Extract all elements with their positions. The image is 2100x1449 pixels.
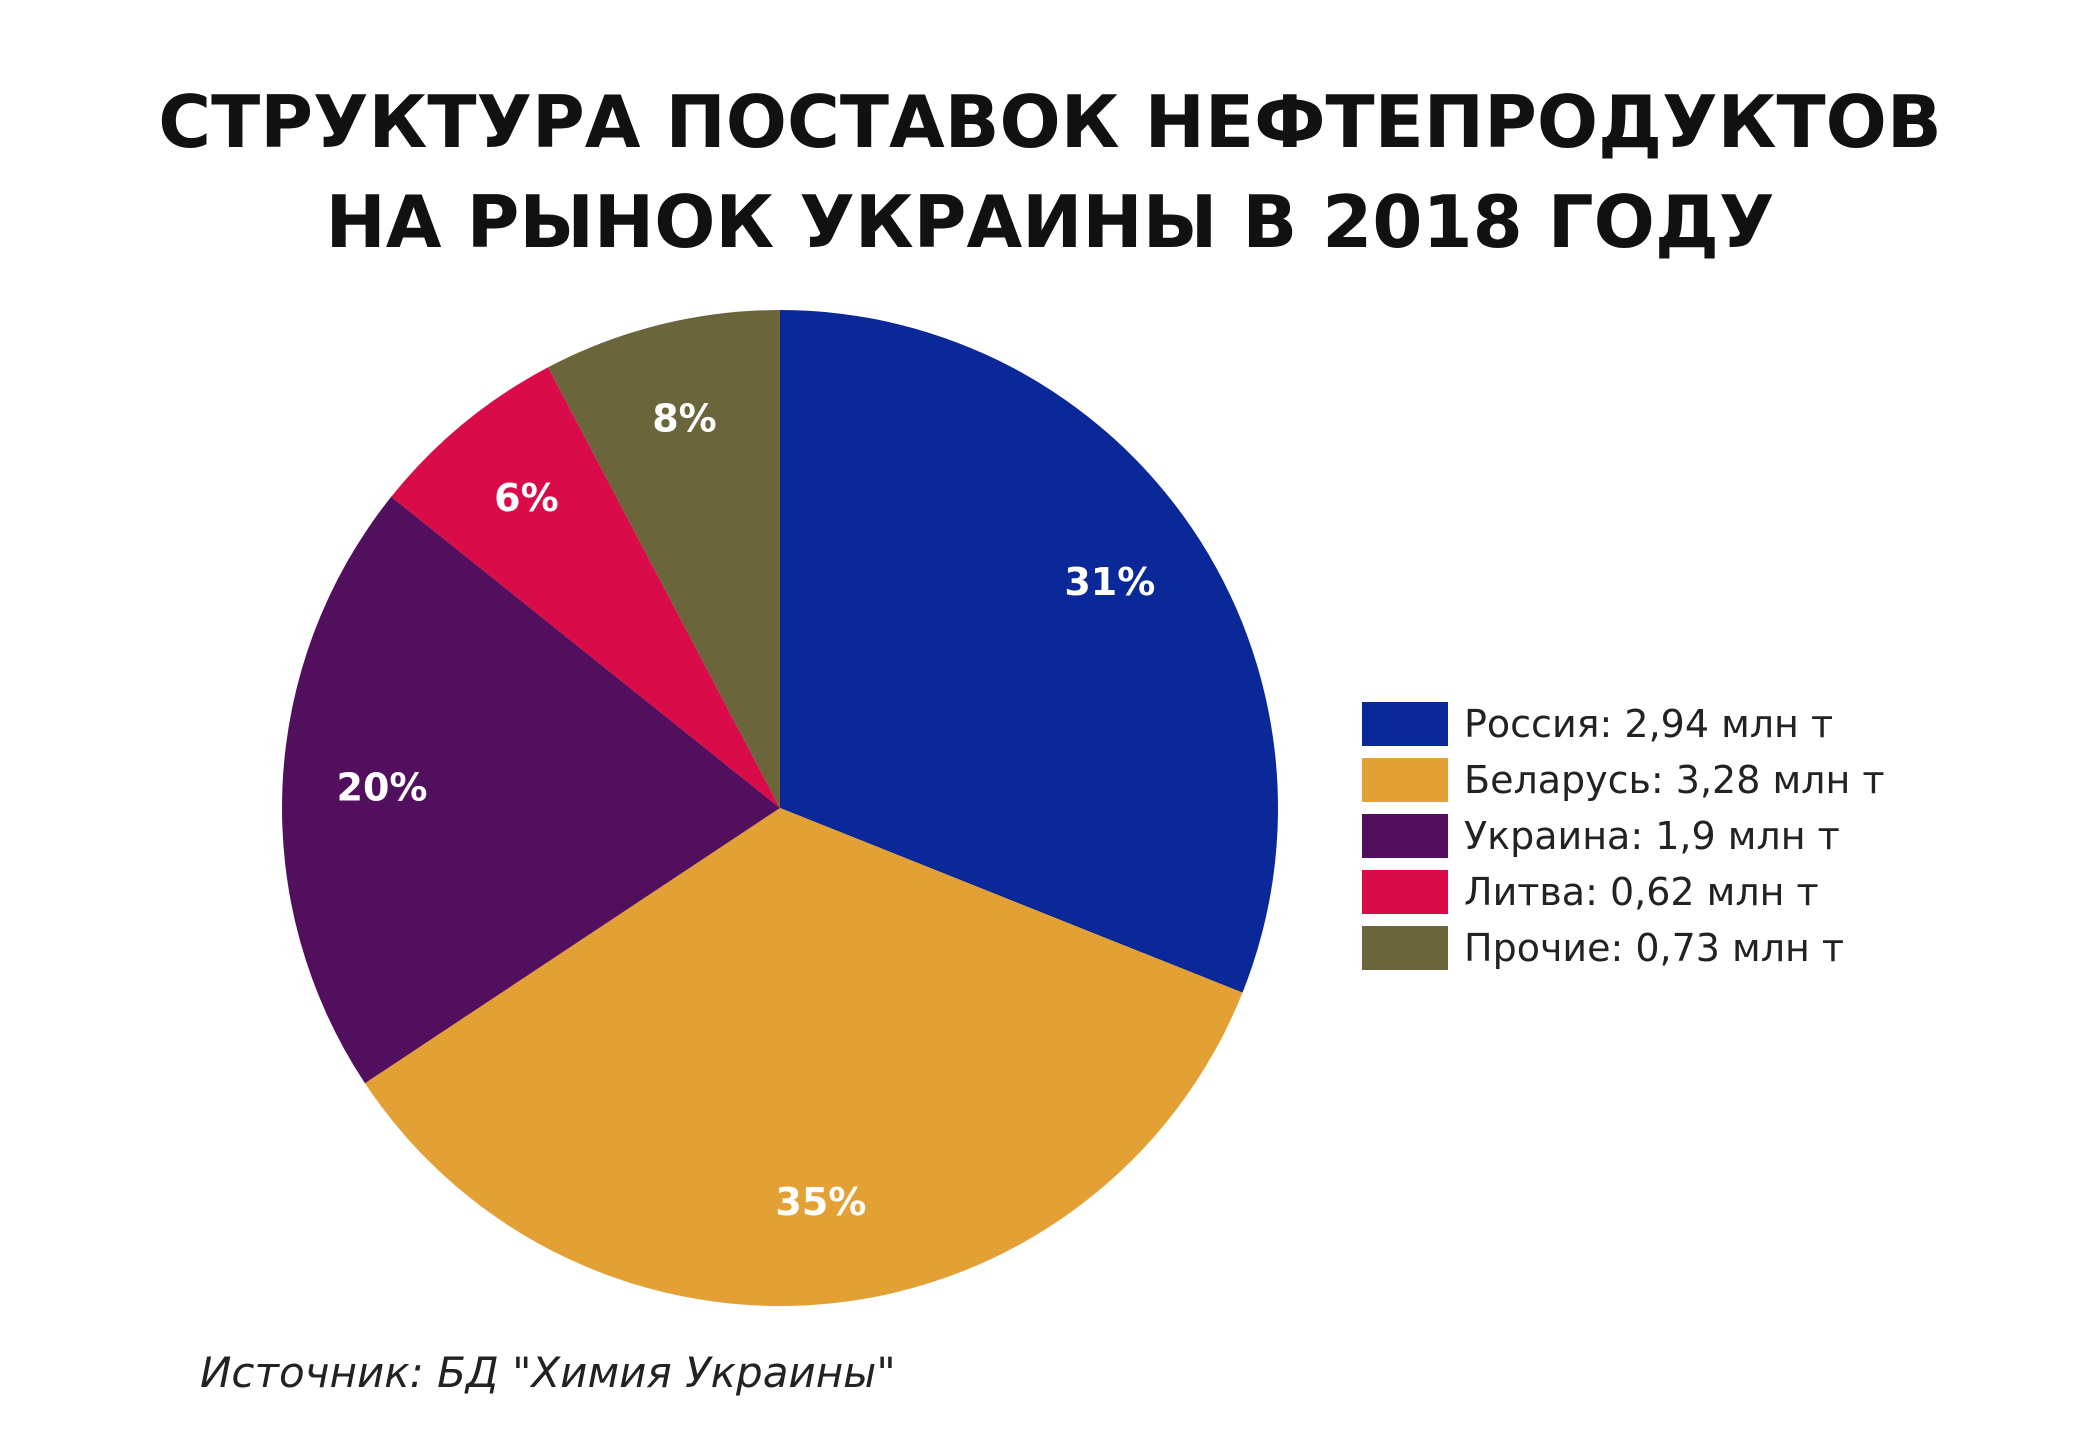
legend-swatch <box>1362 926 1448 970</box>
pie-slice <box>364 808 1243 1306</box>
legend-swatch <box>1362 702 1448 746</box>
slice-percent-label: 20% <box>337 766 428 810</box>
pie-slice <box>281 496 780 1084</box>
legend-swatch <box>1362 758 1448 802</box>
legend-label: Прочие: 0,73 млн т <box>1464 926 1845 970</box>
pie-slice <box>548 310 780 808</box>
chart-title-line-2: НА РЫНОК УКРАИНЫ В 2018 ГОДУ <box>325 180 1775 264</box>
legend-swatch <box>1362 870 1448 914</box>
legend: Россия: 2,94 млн т Беларусь: 3,28 млн т … <box>1362 696 1885 976</box>
slice-percent-label: 35% <box>775 1180 866 1224</box>
slice-percent-label: 6% <box>494 476 559 520</box>
legend-item: Литва: 0,62 млн т <box>1362 864 1885 920</box>
legend-label: Беларусь: 3,28 млн т <box>1464 758 1885 802</box>
legend-item: Прочие: 0,73 млн т <box>1362 920 1885 976</box>
chart-title-line-1: СТРУКТУРА ПОСТАВОК НЕФТЕПРОДУКТОВ <box>158 80 1942 164</box>
pie-slice <box>391 367 780 808</box>
pie-slice <box>780 310 1278 993</box>
source-note: Источник: БД "Химия Украины" <box>200 1348 896 1397</box>
legend-label: Россия: 2,94 млн т <box>1464 702 1834 746</box>
chart-title: СТРУКТУРА ПОСТАВОК НЕФТЕПРОДУКТОВ НА РЫН… <box>0 72 2100 272</box>
legend-swatch <box>1362 814 1448 858</box>
legend-label: Литва: 0,62 млн т <box>1464 870 1819 914</box>
slice-percent-label: 31% <box>1064 560 1155 604</box>
legend-label: Украина: 1,9 млн т <box>1464 814 1840 858</box>
legend-item: Беларусь: 3,28 млн т <box>1362 752 1885 808</box>
slice-percent-label: 8% <box>652 397 717 441</box>
legend-item: Россия: 2,94 млн т <box>1362 696 1885 752</box>
legend-item: Украина: 1,9 млн т <box>1362 808 1885 864</box>
